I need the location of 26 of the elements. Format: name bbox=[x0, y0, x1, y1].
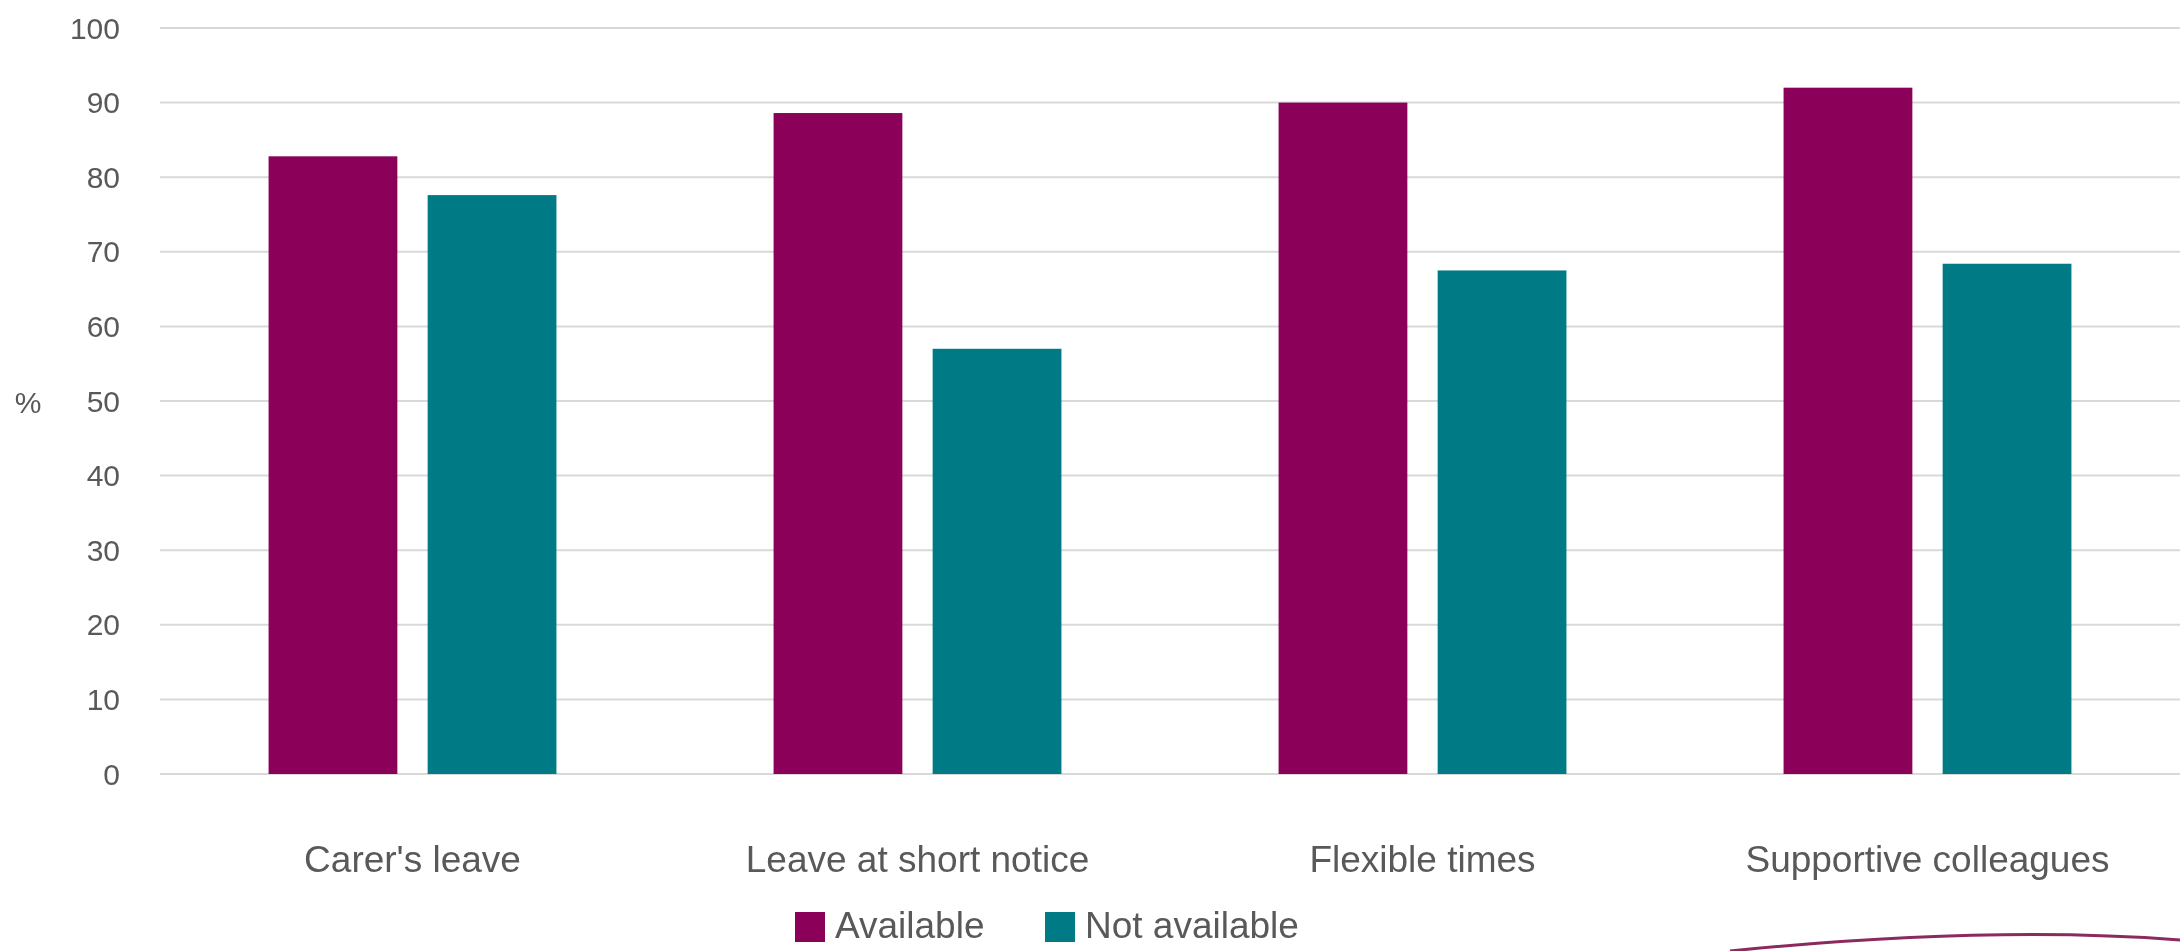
y-tick-label: 40 bbox=[86, 459, 120, 493]
y-tick-label: 90 bbox=[86, 86, 120, 120]
bar bbox=[932, 348, 1062, 774]
bar bbox=[773, 113, 903, 774]
y-tick-label: 0 bbox=[103, 757, 120, 791]
legend-label: Available bbox=[835, 905, 985, 946]
bar bbox=[1278, 102, 1408, 774]
x-tick-label: Leave at short notice bbox=[745, 839, 1090, 880]
y-tick-label: 100 bbox=[69, 11, 120, 45]
y-axis-title: % bbox=[14, 386, 42, 419]
bar bbox=[427, 195, 557, 774]
y-tick-label: 10 bbox=[86, 682, 120, 716]
y-tick-label: 50 bbox=[86, 384, 120, 418]
y-tick-label: 20 bbox=[86, 608, 120, 642]
legend-label: Not available bbox=[1085, 905, 1299, 946]
bar bbox=[1942, 263, 2072, 774]
bar bbox=[1437, 270, 1567, 774]
y-tick-label: 70 bbox=[86, 235, 120, 269]
y-tick-label: 80 bbox=[86, 160, 120, 194]
x-tick-label: Supportive colleagues bbox=[1745, 839, 2110, 880]
x-tick-label: Flexible times bbox=[1309, 839, 1536, 880]
y-tick-label: 60 bbox=[86, 309, 120, 343]
y-tick-label: 30 bbox=[86, 533, 120, 567]
bar bbox=[1783, 87, 1913, 774]
bar bbox=[268, 156, 398, 774]
x-tick-label: Carer's leave bbox=[304, 839, 521, 880]
